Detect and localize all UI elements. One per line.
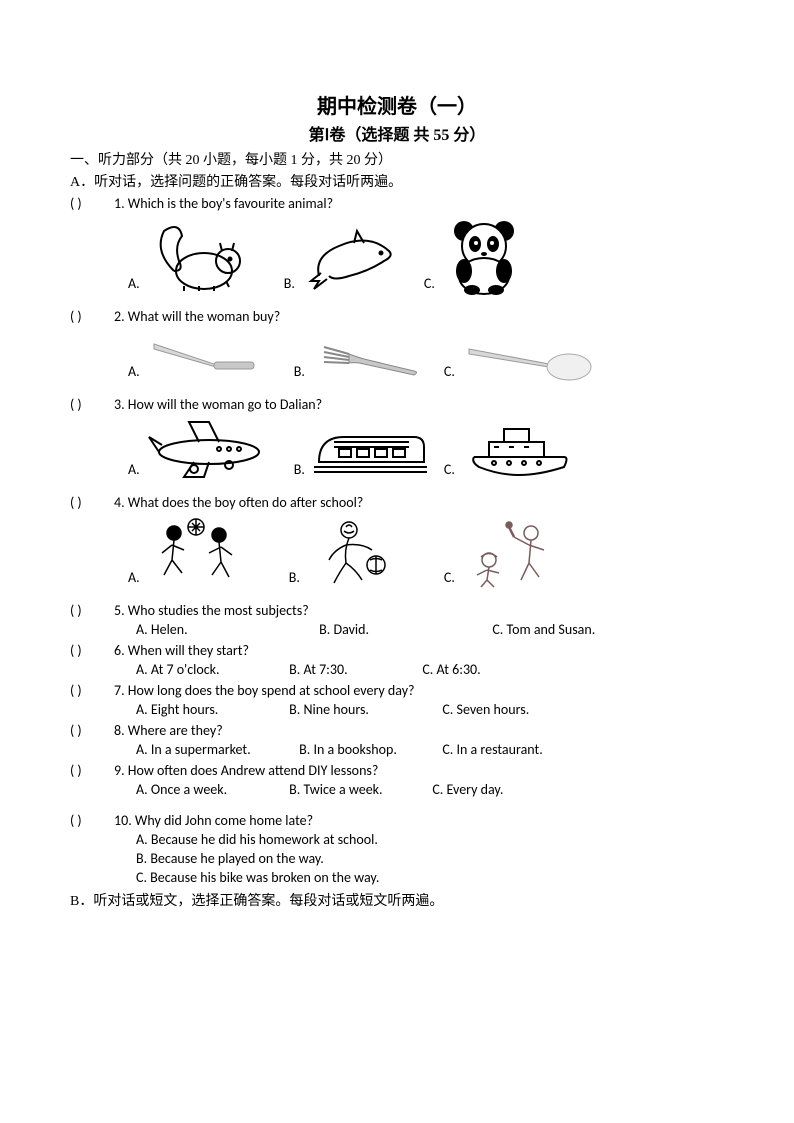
option-a: A. In a supermarket. bbox=[136, 741, 296, 758]
option-label-a: A. bbox=[128, 275, 140, 296]
answer-blank[interactable]: ( ) bbox=[70, 396, 114, 413]
option-label-c: C. bbox=[444, 461, 455, 482]
panda-icon bbox=[439, 216, 529, 296]
option-c: C. At 6:30. bbox=[422, 661, 480, 678]
answer-blank[interactable]: ( ) bbox=[70, 308, 114, 325]
train-icon bbox=[309, 417, 429, 482]
question-text: 10. Why did John come home late? bbox=[114, 812, 313, 829]
option-c: C. In a restaurant. bbox=[442, 741, 542, 758]
option-label-c: C. bbox=[444, 569, 455, 590]
option-b: B. Because he played on the way. bbox=[136, 850, 724, 867]
volleyball-icon bbox=[304, 515, 404, 590]
page-subtitle: 第Ⅰ卷（选择题 共 55 分） bbox=[70, 121, 724, 145]
option-label-c: C. bbox=[424, 275, 435, 296]
option-b: B. Twice a week. bbox=[289, 781, 429, 798]
question-text: 7. How long does the boy spend at school… bbox=[114, 682, 415, 699]
option-label-a: A. bbox=[128, 569, 140, 590]
answer-blank[interactable]: ( ) bbox=[70, 682, 114, 699]
option-c: C. Tom and Susan. bbox=[492, 621, 595, 638]
dolphin-icon bbox=[299, 221, 409, 296]
question-5: ( ) 5. Who studies the most subjects? A.… bbox=[70, 602, 724, 638]
option-label-a: A. bbox=[128, 461, 140, 482]
question-text: 1. Which is the boy's favourite animal? bbox=[114, 195, 333, 212]
question-text: 8. Where are they? bbox=[114, 722, 223, 739]
answer-blank[interactable]: ( ) bbox=[70, 602, 114, 619]
sub-instruction-a: A．听对话，选择问题的正确答案。每段对话听两遍。 bbox=[70, 171, 724, 191]
question-text: 3. How will the woman go to Dalian? bbox=[114, 396, 322, 413]
page-title: 期中检测卷（一） bbox=[70, 90, 724, 119]
option-label-c: C. bbox=[444, 363, 455, 384]
ship-icon bbox=[459, 417, 579, 482]
question-text: 6. When will they start? bbox=[114, 642, 249, 659]
sub-instruction-b: B．听对话或短文，选择正确答案。每段对话或短文听两遍。 bbox=[70, 890, 724, 910]
answer-blank[interactable]: ( ) bbox=[70, 195, 114, 212]
question-6: ( ) 6. When will they start? A. At 7 o'c… bbox=[70, 642, 724, 678]
option-a: A. Eight hours. bbox=[136, 701, 286, 718]
option-a: A. Helen. bbox=[136, 621, 316, 638]
option-a: A. At 7 o'clock. bbox=[136, 661, 286, 678]
option-a: A. Once a week. bbox=[136, 781, 286, 798]
question-3: ( ) 3. How will the woman go to Dalian? … bbox=[70, 396, 724, 482]
answer-blank[interactable]: ( ) bbox=[70, 812, 114, 829]
option-b: B. David. bbox=[319, 621, 489, 638]
option-c: C. Seven hours. bbox=[442, 701, 529, 718]
question-2: ( ) 2. What will the woman buy? A. B. bbox=[70, 308, 724, 384]
option-label-b: B. bbox=[289, 569, 300, 590]
spoon-icon bbox=[459, 329, 599, 384]
option-label-b: B. bbox=[294, 461, 305, 482]
option-label-b: B. bbox=[284, 275, 295, 296]
fork-icon bbox=[309, 329, 429, 384]
option-a: A. Because he did his homework at school… bbox=[136, 831, 724, 848]
exam-page: 期中检测卷（一） 第Ⅰ卷（选择题 共 55 分） 一、听力部分（共 20 小题，… bbox=[0, 0, 794, 950]
football-icon bbox=[144, 515, 254, 590]
question-text: 5. Who studies the most subjects? bbox=[114, 602, 309, 619]
option-b: B. At 7:30. bbox=[289, 661, 419, 678]
question-7: ( ) 7. How long does the boy spend at sc… bbox=[70, 682, 724, 718]
answer-blank[interactable]: ( ) bbox=[70, 642, 114, 659]
option-b: B. Nine hours. bbox=[289, 701, 439, 718]
question-text: 4. What does the boy often do after scho… bbox=[114, 494, 363, 511]
airplane-icon bbox=[144, 417, 274, 482]
section-header: 一、听力部分（共 20 小题，每小题 1 分，共 20 分） bbox=[70, 149, 724, 169]
question-1: ( ) 1. Which is the boy's favourite anim… bbox=[70, 195, 724, 296]
answer-blank[interactable]: ( ) bbox=[70, 494, 114, 511]
option-label-b: B. bbox=[294, 363, 305, 384]
question-text: 9. How often does Andrew attend DIY less… bbox=[114, 762, 378, 779]
option-b: B. In a bookshop. bbox=[299, 741, 439, 758]
baseball-icon bbox=[459, 515, 569, 590]
squirrel-icon bbox=[144, 221, 254, 296]
question-text: 2. What will the woman buy? bbox=[114, 308, 280, 325]
option-label-a: A. bbox=[128, 363, 140, 384]
question-4: ( ) 4. What does the boy often do after … bbox=[70, 494, 724, 590]
question-9: ( ) 9. How often does Andrew attend DIY … bbox=[70, 762, 724, 798]
answer-blank[interactable]: ( ) bbox=[70, 762, 114, 779]
answer-blank[interactable]: ( ) bbox=[70, 722, 114, 739]
option-c: C. Because his bike was broken on the wa… bbox=[136, 869, 724, 886]
question-10: ( ) 10. Why did John come home late? A. … bbox=[70, 812, 724, 886]
option-c: C. Every day. bbox=[432, 781, 503, 798]
question-8: ( ) 8. Where are they? A. In a supermark… bbox=[70, 722, 724, 758]
knife-icon bbox=[144, 329, 264, 384]
